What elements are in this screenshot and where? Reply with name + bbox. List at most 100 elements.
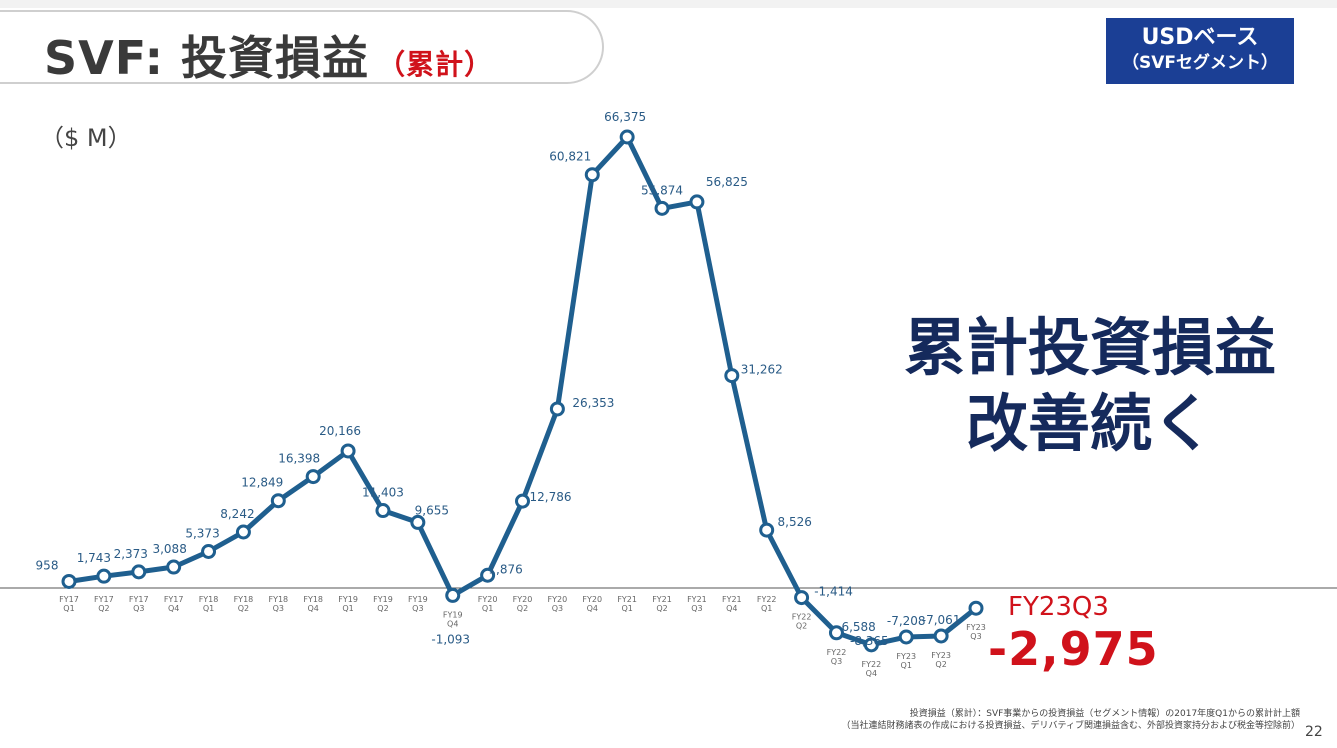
- x-tick-label: Q1: [63, 604, 74, 613]
- data-point: [270, 493, 286, 509]
- data-label: 20,166: [319, 424, 361, 438]
- x-tick-label: FY20: [513, 595, 533, 604]
- data-point: [828, 625, 844, 641]
- footnote-line2: （当社連結財務諸表の作成における投資損益、デリバティブ関連損益含む、外部投資家持…: [841, 721, 1300, 731]
- data-point: [480, 567, 496, 583]
- data-label: -1,414: [814, 585, 853, 599]
- page-number: 22: [1305, 724, 1323, 740]
- data-label: 26,353: [572, 396, 614, 410]
- headline-callout: 累計投資損益 改善続く: [880, 310, 1300, 462]
- data-point: [724, 368, 740, 384]
- x-tick-label: Q3: [831, 657, 842, 666]
- headline-line1: 累計投資損益: [903, 311, 1276, 384]
- data-label: 31,262: [741, 363, 783, 377]
- data-point: [794, 590, 810, 606]
- data-point: [549, 401, 565, 417]
- x-tick-label: Q1: [901, 661, 912, 670]
- x-tick-label: Q3: [412, 604, 423, 613]
- x-tick-labels: FY17Q1FY17Q2FY17Q3FY17Q4FY18Q1FY18Q2FY18…: [59, 595, 986, 678]
- data-label: 8,526: [778, 515, 812, 529]
- data-point: [340, 443, 356, 459]
- title-suffix: （累計）: [377, 48, 494, 81]
- data-point: [584, 167, 600, 183]
- data-label: 11,403: [362, 486, 404, 500]
- x-tick-label: Q3: [552, 604, 563, 613]
- x-tick-label: FY17: [164, 595, 184, 604]
- data-label: 2,373: [114, 547, 148, 561]
- badge-line1: USDベース: [1141, 25, 1259, 50]
- x-tick-label: FY21: [652, 595, 672, 604]
- data-point: [201, 543, 217, 559]
- data-point: [898, 629, 914, 645]
- x-tick-label: FY21: [687, 595, 707, 604]
- x-tick-label: Q4: [866, 669, 877, 678]
- data-point: [96, 568, 112, 584]
- headline-line2: 改善続く: [965, 387, 1214, 460]
- page-title: SVF: 投資損益 （累計）: [44, 22, 493, 88]
- data-point: [131, 564, 147, 580]
- x-tick-label: Q3: [133, 604, 144, 613]
- unit-label: （$ M）: [40, 124, 132, 152]
- x-tick-label: FY22: [757, 595, 777, 604]
- data-point: [968, 600, 984, 616]
- x-tick-label: Q2: [377, 604, 388, 613]
- x-tick-label: Q1: [203, 604, 214, 613]
- data-label: -7,208: [887, 614, 926, 628]
- x-tick-label: Q2: [935, 660, 946, 669]
- x-tick-label: Q2: [796, 622, 807, 631]
- data-point: [654, 200, 670, 216]
- title-text: SVF: 投資損益: [44, 31, 370, 85]
- x-tick-label: Q1: [342, 604, 353, 613]
- x-tick-label: FY22: [827, 648, 847, 657]
- x-tick-label: Q4: [447, 619, 458, 628]
- x-tick-label: Q3: [273, 604, 284, 613]
- x-tick-label: Q4: [726, 604, 737, 613]
- x-tick-label: FY23: [966, 623, 986, 632]
- data-point: [689, 194, 705, 210]
- x-tick-label: FY19: [408, 595, 428, 604]
- x-tick-label: FY22: [862, 660, 882, 669]
- data-point: [619, 129, 635, 145]
- x-tick-label: FY17: [94, 595, 114, 604]
- series-points: [61, 129, 984, 653]
- x-tick-label: FY23: [896, 652, 916, 661]
- x-tick-label: FY19: [373, 595, 393, 604]
- data-label: -8,365: [850, 634, 889, 648]
- data-label: -7,061: [922, 613, 961, 627]
- x-tick-label: Q4: [587, 604, 598, 613]
- data-point: [759, 522, 775, 538]
- title-banner: SVF: 投資損益 （累計）: [0, 10, 604, 85]
- x-tick-label: FY18: [268, 595, 288, 604]
- footnote-line1: 投資損益（累計）：SVF事業からの投資損益（セグメント情報）の2017年度Q1か…: [909, 709, 1300, 719]
- data-label: -6,588: [837, 620, 876, 634]
- data-label: 1,876: [488, 562, 522, 576]
- data-point: [933, 628, 949, 644]
- data-label: 56,825: [706, 175, 748, 189]
- data-point: [61, 573, 77, 589]
- x-tick-label: FY19: [338, 595, 358, 604]
- data-label: 5,373: [185, 526, 219, 540]
- footnote: 投資損益（累計）：SVF事業からの投資損益（セグメント情報）の2017年度Q1か…: [760, 708, 1300, 732]
- x-tick-label: FY18: [303, 595, 323, 604]
- data-label: 60,821: [549, 150, 591, 164]
- data-label: -1,093: [431, 632, 470, 646]
- data-label: 1,743: [77, 551, 111, 565]
- x-tick-label: Q1: [482, 604, 493, 613]
- x-tick-label: Q3: [970, 632, 981, 641]
- data-point: [375, 503, 391, 519]
- x-tick-label: FY20: [478, 595, 498, 604]
- x-tick-label: FY22: [792, 613, 812, 622]
- x-tick-label: Q3: [691, 604, 702, 613]
- x-tick-label: Q2: [517, 604, 528, 613]
- data-point: [166, 559, 182, 575]
- x-tick-label: Q2: [656, 604, 667, 613]
- data-point: [305, 469, 321, 485]
- x-tick-label: FY17: [59, 595, 79, 604]
- data-label: 12,849: [241, 476, 283, 490]
- data-label: 3,088: [152, 542, 186, 556]
- x-tick-label: Q1: [621, 604, 632, 613]
- x-tick-label: FY21: [722, 595, 742, 604]
- x-tick-label: Q2: [238, 604, 249, 613]
